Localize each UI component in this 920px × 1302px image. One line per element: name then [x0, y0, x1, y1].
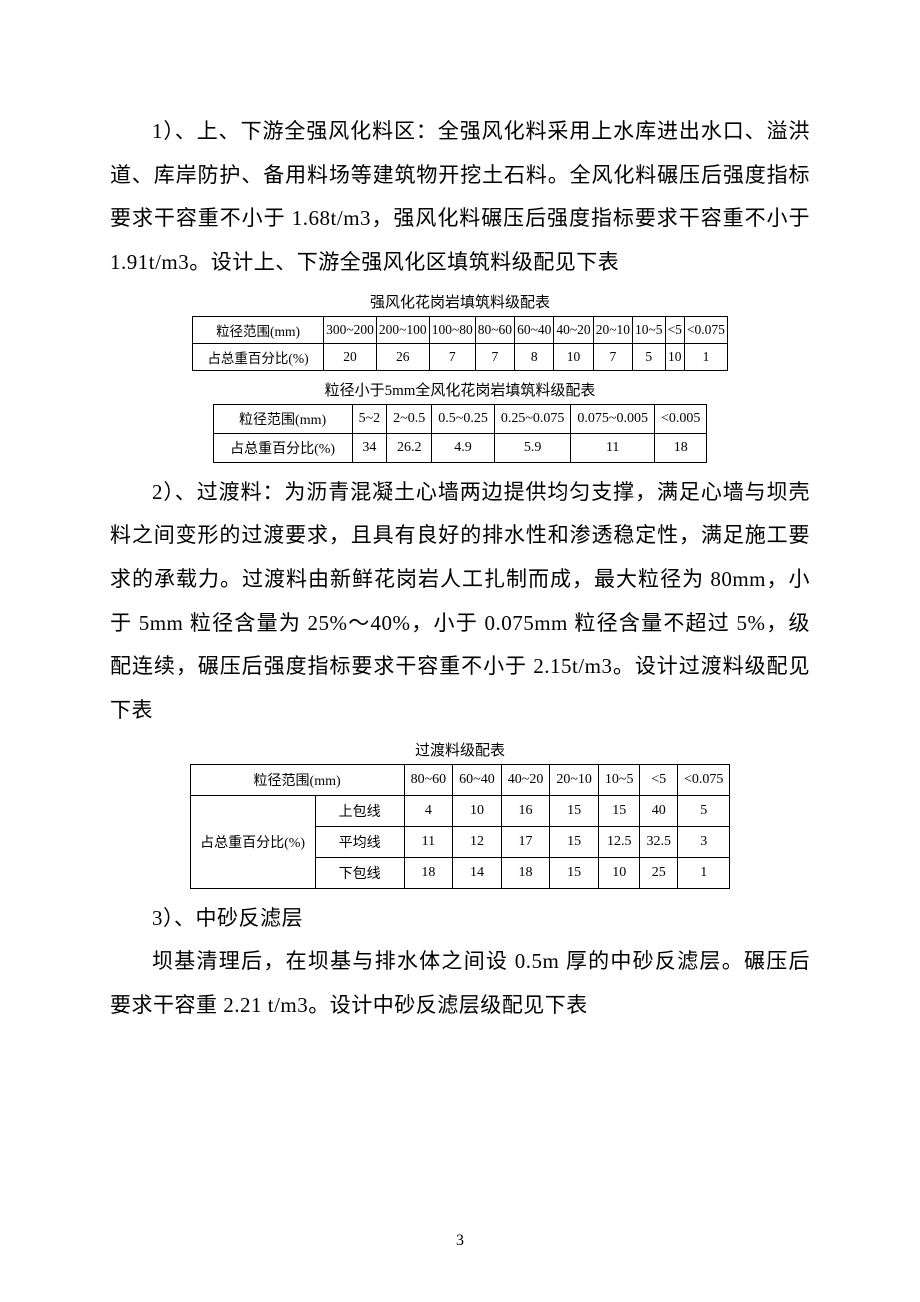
cell: 17	[501, 826, 550, 857]
cell: 34	[352, 433, 387, 462]
table3-col1-head: 粒径范围(mm)	[190, 764, 404, 795]
table2-caption: 粒径小于5mm全风化花岗岩填筑料级配表	[110, 379, 810, 400]
cell: 4.9	[432, 433, 495, 462]
cell: <0.075	[684, 316, 727, 343]
table3-subrow-upper: 上包线	[315, 795, 404, 826]
cell: 200~100	[376, 316, 429, 343]
table-row: 粒径范围(mm) 5~2 2~0.5 0.5~0.25 0.25~0.075 0…	[213, 404, 707, 433]
cell: 5.9	[494, 433, 571, 462]
cell: 5	[677, 795, 729, 826]
cell: 20~10	[550, 764, 599, 795]
paragraph-3: 3）、中砂反滤层	[110, 897, 810, 941]
cell: 10	[665, 343, 684, 370]
cell: 0.25~0.075	[494, 404, 571, 433]
cell: 80~60	[404, 764, 453, 795]
cell: <0.005	[654, 404, 706, 433]
table2-rowhead: 粒径范围(mm)	[213, 404, 352, 433]
cell: 11	[404, 826, 453, 857]
cell: 5~2	[352, 404, 387, 433]
table1: 粒径范围(mm) 300~200 200~100 100~80 80~60 60…	[192, 316, 728, 371]
table-row: 粒径范围(mm) 300~200 200~100 100~80 80~60 60…	[193, 316, 728, 343]
cell: 1	[684, 343, 727, 370]
table2-rowhead2: 占总重百分比(%)	[213, 433, 352, 462]
cell: 18	[404, 857, 453, 888]
cell: 1	[677, 857, 729, 888]
table2: 粒径范围(mm) 5~2 2~0.5 0.5~0.25 0.25~0.075 0…	[213, 404, 708, 463]
cell: 7	[593, 343, 632, 370]
cell: 10	[554, 343, 593, 370]
table-row: 占总重百分比(%) 34 26.2 4.9 5.9 11 18	[213, 433, 707, 462]
cell: <0.075	[677, 764, 729, 795]
cell: 18	[654, 433, 706, 462]
cell: 26	[376, 343, 429, 370]
table-row: 占总重百分比(%) 上包线 4 10 16 15 15 40 5	[190, 795, 730, 826]
cell: <5	[665, 316, 684, 343]
cell: 40	[640, 795, 678, 826]
cell: 10~5	[598, 764, 640, 795]
cell: 15	[550, 826, 599, 857]
table-row: 占总重百分比(%) 20 26 7 7 8 10 7 5 10 1	[193, 343, 728, 370]
page-number: 3	[0, 1232, 920, 1250]
cell: 20	[324, 343, 377, 370]
cell: 12.5	[598, 826, 640, 857]
cell: 32.5	[640, 826, 678, 857]
cell: 8	[515, 343, 554, 370]
cell: 7	[475, 343, 514, 370]
paragraph-4: 坝基清理后，在坝基与排水体之间设 0.5m 厚的中砂反滤层。碾压后要求干容重 2…	[110, 940, 810, 1027]
table1-rowhead2: 占总重百分比(%)	[193, 343, 324, 370]
cell: 25	[640, 857, 678, 888]
cell: 40~20	[554, 316, 593, 343]
table1-caption: 强风化花岗岩填筑料级配表	[110, 291, 810, 312]
cell: 18	[501, 857, 550, 888]
cell: 0.5~0.25	[432, 404, 495, 433]
cell: 16	[501, 795, 550, 826]
cell: 2~0.5	[387, 404, 432, 433]
cell: 26.2	[387, 433, 432, 462]
cell: 10~5	[633, 316, 666, 343]
table3: 粒径范围(mm) 80~60 60~40 40~20 20~10 10~5 <5…	[190, 764, 731, 889]
paragraph-2: 2）、过渡料：为沥青混凝土心墙两边提供均匀支撑，满足心墙与坝壳料之间变形的过渡要…	[110, 471, 810, 733]
table3-rowgroup-head: 占总重百分比(%)	[190, 795, 315, 888]
cell: 11	[571, 433, 655, 462]
cell: 60~40	[453, 764, 502, 795]
table3-caption: 过渡料级配表	[110, 739, 810, 760]
cell: 0.075~0.005	[571, 404, 655, 433]
table-row: 粒径范围(mm) 80~60 60~40 40~20 20~10 10~5 <5…	[190, 764, 730, 795]
cell: 12	[453, 826, 502, 857]
table3-subrow-avg: 平均线	[315, 826, 404, 857]
cell: 60~40	[515, 316, 554, 343]
table1-rowhead: 粒径范围(mm)	[193, 316, 324, 343]
cell: 40~20	[501, 764, 550, 795]
cell: 15	[598, 795, 640, 826]
cell: <5	[640, 764, 678, 795]
cell: 7	[429, 343, 475, 370]
cell: 10	[598, 857, 640, 888]
cell: 4	[404, 795, 453, 826]
cell: 20~10	[593, 316, 632, 343]
cell: 100~80	[429, 316, 475, 343]
cell: 14	[453, 857, 502, 888]
cell: 10	[453, 795, 502, 826]
cell: 15	[550, 795, 599, 826]
document-page: 1）、上、下游全强风化料区：全强风化料采用上水库进出水口、溢洪道、库岸防护、备用…	[0, 0, 920, 1302]
cell: 3	[677, 826, 729, 857]
cell: 300~200	[324, 316, 377, 343]
cell: 15	[550, 857, 599, 888]
paragraph-1: 1）、上、下游全强风化料区：全强风化料采用上水库进出水口、溢洪道、库岸防护、备用…	[110, 110, 810, 285]
cell: 80~60	[475, 316, 514, 343]
table3-subrow-lower: 下包线	[315, 857, 404, 888]
cell: 5	[633, 343, 666, 370]
